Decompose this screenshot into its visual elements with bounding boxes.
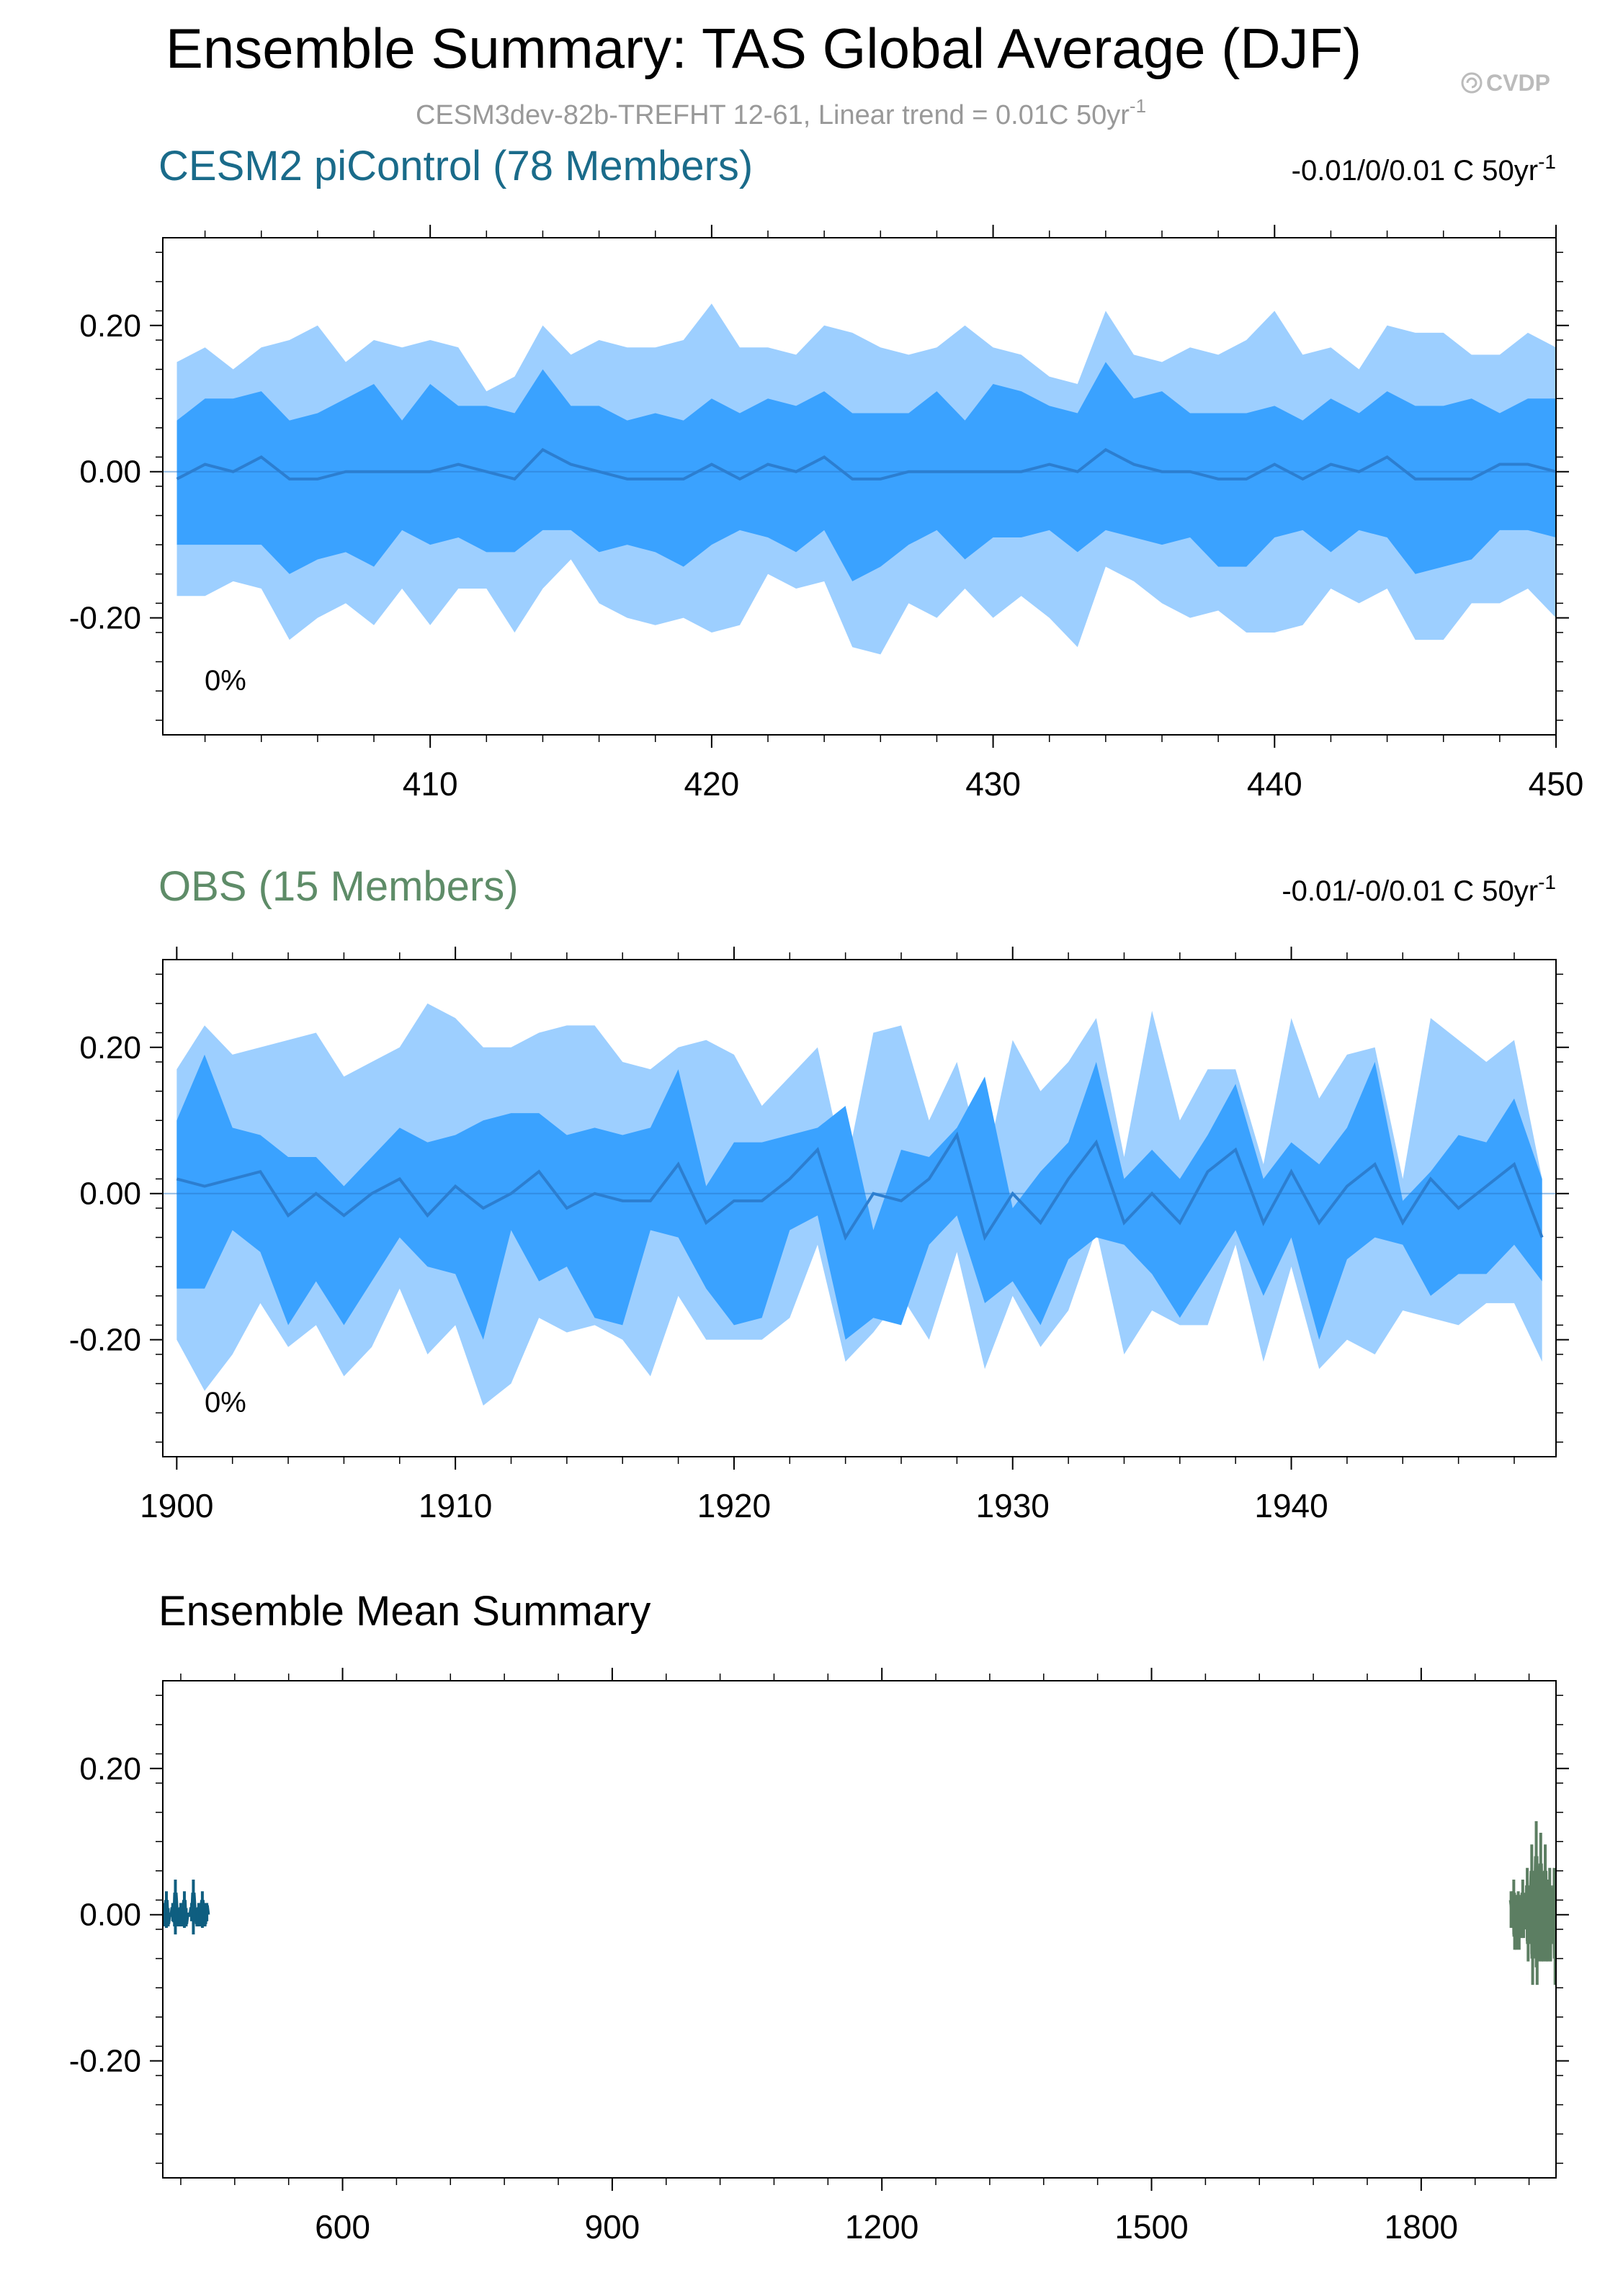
x-tick-label: 1200	[845, 2208, 918, 2246]
x-tick-label: 430	[965, 765, 1021, 803]
x-tick-label: 1920	[697, 1487, 771, 1524]
y-tick-label: -0.20	[69, 2044, 141, 2079]
trend-text: -0.01/0/0.01 C 50yr	[1292, 155, 1538, 187]
plot-area	[163, 1821, 1556, 1985]
cvdp-logo-icon	[1461, 72, 1483, 94]
y-tick-label: -0.20	[69, 1323, 141, 1358]
y-tick-label: 0.20	[79, 1030, 141, 1066]
subtitle-text: CESM3dev-82b-TREFHT 12-61, Linear trend …	[416, 100, 1130, 130]
y-tick-label: 0.00	[79, 1898, 141, 1933]
plot-area	[163, 303, 1556, 655]
y-tick-label: 0.00	[79, 1176, 141, 1212]
trend-superscript: -1	[1538, 871, 1556, 893]
chart-panels: CESM2 piControl (78 Members) -0.01/0/0.01…	[69, 143, 1584, 2246]
x-tick-label: 1500	[1114, 2208, 1188, 2246]
trend-superscript: -1	[1538, 151, 1556, 173]
panel-title: OBS (15 Members)	[158, 863, 519, 910]
ensemble-mean-line	[176, 1131, 1544, 1241]
ensemble-mean-line	[176, 447, 1556, 481]
trend-label: -0.01/0/0.01 C 50yr-1	[1292, 151, 1556, 187]
x-tick-label: 1930	[976, 1487, 1050, 1524]
watermark-text: CVDP	[1486, 70, 1550, 96]
trend-label: -0.01/-0/0.01 C 50yr-1	[1282, 871, 1556, 907]
x-tick-label: 1940	[1254, 1487, 1328, 1524]
figure-title: Ensemble Summary: TAS Global Average (DJ…	[166, 17, 1362, 80]
x-tick-label: 1800	[1385, 2208, 1458, 2246]
plot-area	[163, 1003, 1556, 1406]
panel-2: OBS (15 Members) -0.01/-0/0.01 C 50yr-1 0%…	[69, 863, 1569, 1524]
figure-subtitle: CESM3dev-82b-TREFHT 12-61, Linear trend …	[416, 95, 1146, 130]
y-tick-label: 0.00	[79, 455, 141, 490]
x-tick-label: 1900	[140, 1487, 213, 1524]
percent-label: 0%	[205, 1387, 246, 1419]
interquartile-band	[176, 1054, 1542, 1340]
panel-title: CESM2 piControl (78 Members)	[158, 143, 753, 189]
x-tick-label: 410	[403, 765, 458, 803]
x-tick-label: 600	[315, 2208, 370, 2246]
x-tick-label: 1910	[419, 1487, 492, 1524]
x-tick-label: 900	[584, 2208, 640, 2246]
x-tick-label: 420	[684, 765, 740, 803]
y-tick-label: 0.20	[79, 1751, 141, 1787]
plot-frame	[162, 1680, 1557, 2179]
y-tick-label: 0.20	[79, 308, 141, 344]
panel-title: Ensemble Mean Summary	[158, 1588, 651, 1635]
percent-label: 0%	[205, 665, 246, 697]
x-tick-label: 450	[1529, 765, 1584, 803]
panel-3: Ensemble Mean Summary 0.20 0.00 -0.20 600 900…	[69, 1588, 1569, 2246]
trend-text: -0.01/-0/0.01 C 50yr	[1282, 875, 1538, 907]
cvdp-logo-swirl	[1466, 77, 1477, 89]
x-tick-label: 440	[1247, 765, 1302, 803]
y-tick-label: -0.20	[69, 601, 141, 636]
panel-1: CESM2 piControl (78 Members) -0.01/0/0.01…	[69, 143, 1584, 803]
cvdp-watermark: CVDP	[1461, 70, 1550, 96]
subtitle-superscript: -1	[1130, 95, 1146, 117]
